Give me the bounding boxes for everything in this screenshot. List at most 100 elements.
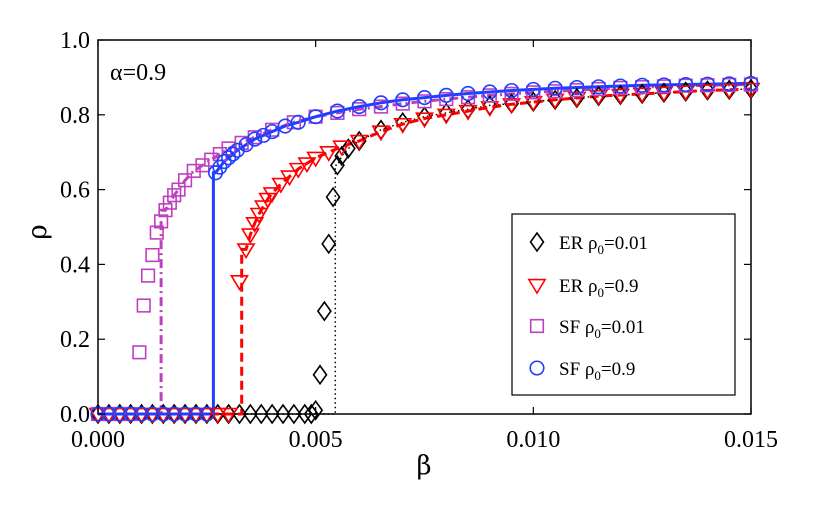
data-point-1	[288, 162, 308, 179]
x-tick-label: 0.005	[289, 427, 343, 453]
data-point-0	[329, 154, 345, 176]
data-point-3	[144, 406, 160, 422]
data-point-3	[308, 109, 324, 125]
data-point-3	[373, 95, 389, 111]
legend-label-1: ER ρ0=0.9	[559, 276, 638, 300]
legend-label-2: SF ρ0=0.01	[559, 317, 645, 341]
data-point-3	[290, 114, 306, 130]
data-point-3	[166, 406, 182, 422]
data-point-2	[162, 195, 177, 210]
data-point-0	[340, 138, 356, 159]
data-point-3	[155, 406, 171, 422]
legend-label-0: ER ρ0=0.01	[559, 233, 648, 257]
data-point-3	[225, 146, 241, 162]
data-point-1	[589, 89, 609, 106]
data-point-3	[678, 76, 694, 93]
data-point-1	[219, 407, 239, 424]
data-point-3	[216, 154, 232, 170]
legend-marker-3	[529, 360, 545, 376]
data-point-0	[325, 186, 341, 208]
legend-label-3: SF ρ0=0.9	[559, 359, 635, 383]
data-point-3	[612, 78, 628, 94]
series-line-0	[98, 88, 752, 415]
y-tick-label: 1.0	[60, 28, 90, 54]
data-point-3	[123, 406, 139, 422]
data-point-1	[393, 117, 413, 134]
data-point-3	[482, 84, 498, 100]
data-point-2	[140, 268, 156, 283]
y-tick-label: 0.2	[60, 327, 90, 353]
alpha-annotation: α=0.9	[110, 60, 166, 86]
data-point-1	[414, 112, 435, 129]
data-point-1	[610, 88, 630, 105]
legend-marker-0	[529, 231, 545, 253]
x-tick-label: 0.010	[506, 427, 560, 453]
data-point-1	[436, 108, 456, 125]
data-point-3	[247, 131, 263, 147]
data-point-0	[321, 233, 337, 255]
data-point-1	[332, 140, 352, 157]
data-point-3	[112, 406, 128, 422]
data-point-1	[245, 217, 265, 233]
data-point-1	[458, 104, 478, 121]
data-point-0	[275, 403, 291, 425]
x-axis-title: β	[416, 451, 431, 481]
legend-marker-2	[529, 318, 545, 334]
data-point-1	[262, 187, 282, 203]
data-point-1	[349, 134, 369, 151]
data-point-3	[199, 406, 215, 422]
data-point-1	[654, 86, 674, 103]
data-point-2	[136, 298, 151, 313]
data-point-3	[504, 82, 520, 99]
data-point-1	[240, 228, 260, 245]
legend-marker-1	[527, 278, 547, 295]
y-tick-label: 0.4	[60, 252, 90, 278]
data-point-2	[286, 115, 302, 130]
data-point-1	[632, 87, 652, 104]
data-point-0	[286, 403, 302, 425]
data-point-3	[634, 77, 650, 93]
data-point-3	[591, 79, 607, 95]
data-point-1	[236, 243, 256, 260]
data-point-2	[145, 247, 160, 263]
plot-frame	[97, 39, 752, 415]
legend-box	[511, 213, 736, 396]
data-point-1	[229, 275, 249, 291]
data-point-3	[525, 81, 541, 97]
data-point-3	[438, 87, 454, 103]
data-point-3	[238, 137, 254, 153]
data-point-2	[177, 173, 193, 188]
y-tick-label: 0.0	[60, 402, 90, 428]
data-point-3	[133, 406, 150, 422]
data-point-3	[188, 406, 204, 422]
data-point-3	[547, 80, 563, 96]
data-point-3	[177, 406, 193, 422]
data-point-3	[460, 85, 476, 102]
data-point-0	[253, 403, 269, 425]
data-point-1	[371, 125, 391, 142]
data-point-3	[221, 150, 237, 166]
data-point-3	[264, 124, 280, 140]
data-point-3	[395, 92, 411, 108]
x-tick-label: 0.015	[724, 427, 778, 453]
data-point-3	[416, 90, 433, 106]
data-point-1	[502, 98, 522, 114]
data-point-1	[319, 146, 339, 162]
data-point-1	[676, 85, 696, 102]
data-point-0	[308, 399, 324, 421]
data-point-3	[569, 79, 585, 96]
data-point-2	[158, 203, 173, 218]
data-point-1	[280, 170, 300, 187]
data-point-3	[721, 76, 737, 92]
y-axis-title: ρ	[23, 224, 53, 239]
data-point-0	[264, 403, 280, 425]
data-point-1	[567, 91, 587, 108]
data-point-0	[312, 364, 328, 386]
data-point-1	[306, 151, 326, 168]
data-point-3	[329, 103, 345, 119]
y-tick-label: 0.6	[60, 178, 90, 204]
data-point-1	[297, 157, 317, 174]
data-point-3	[255, 127, 271, 143]
data-point-1	[271, 177, 291, 194]
